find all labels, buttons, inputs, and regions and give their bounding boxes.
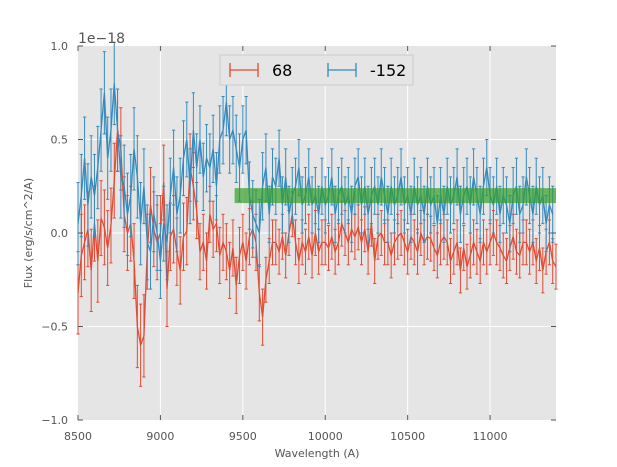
y-tick-label: 0.5 — [51, 134, 69, 147]
green-band — [234, 188, 556, 204]
legend-label: -152 — [370, 61, 406, 80]
y-offset-label: 1e−18 — [78, 31, 125, 47]
legend-label: 68 — [272, 61, 292, 80]
legend: 68 -152 — [219, 54, 414, 86]
x-axis-label: Wavelength (A) — [275, 447, 360, 460]
axis-ticks: 8500 9000 9500 10000 10500 11000 −1.0 −0.5 0.0 0.… — [41, 40, 556, 443]
y-axis-label: Flux (erg/s/cm^2/A) — [22, 178, 35, 288]
x-tick-label: 8500 — [64, 430, 92, 443]
legend-item-68: 68 — [229, 61, 292, 80]
x-tick-label: 11000 — [473, 430, 508, 443]
x-tick-label: 9000 — [146, 430, 174, 443]
band-layer — [234, 188, 556, 204]
x-tick-label: 9500 — [229, 430, 257, 443]
series-layer — [76, 41, 558, 387]
y-tick-label: −1.0 — [41, 414, 68, 427]
y-tick-label: 1.0 — [51, 40, 69, 53]
legend-item--152: -152 — [327, 61, 406, 80]
y-tick-label: 0.0 — [51, 227, 69, 240]
x-tick-label: 10500 — [390, 430, 425, 443]
y-tick-label: −0.5 — [41, 321, 68, 334]
x-tick-label: 10000 — [308, 430, 343, 443]
